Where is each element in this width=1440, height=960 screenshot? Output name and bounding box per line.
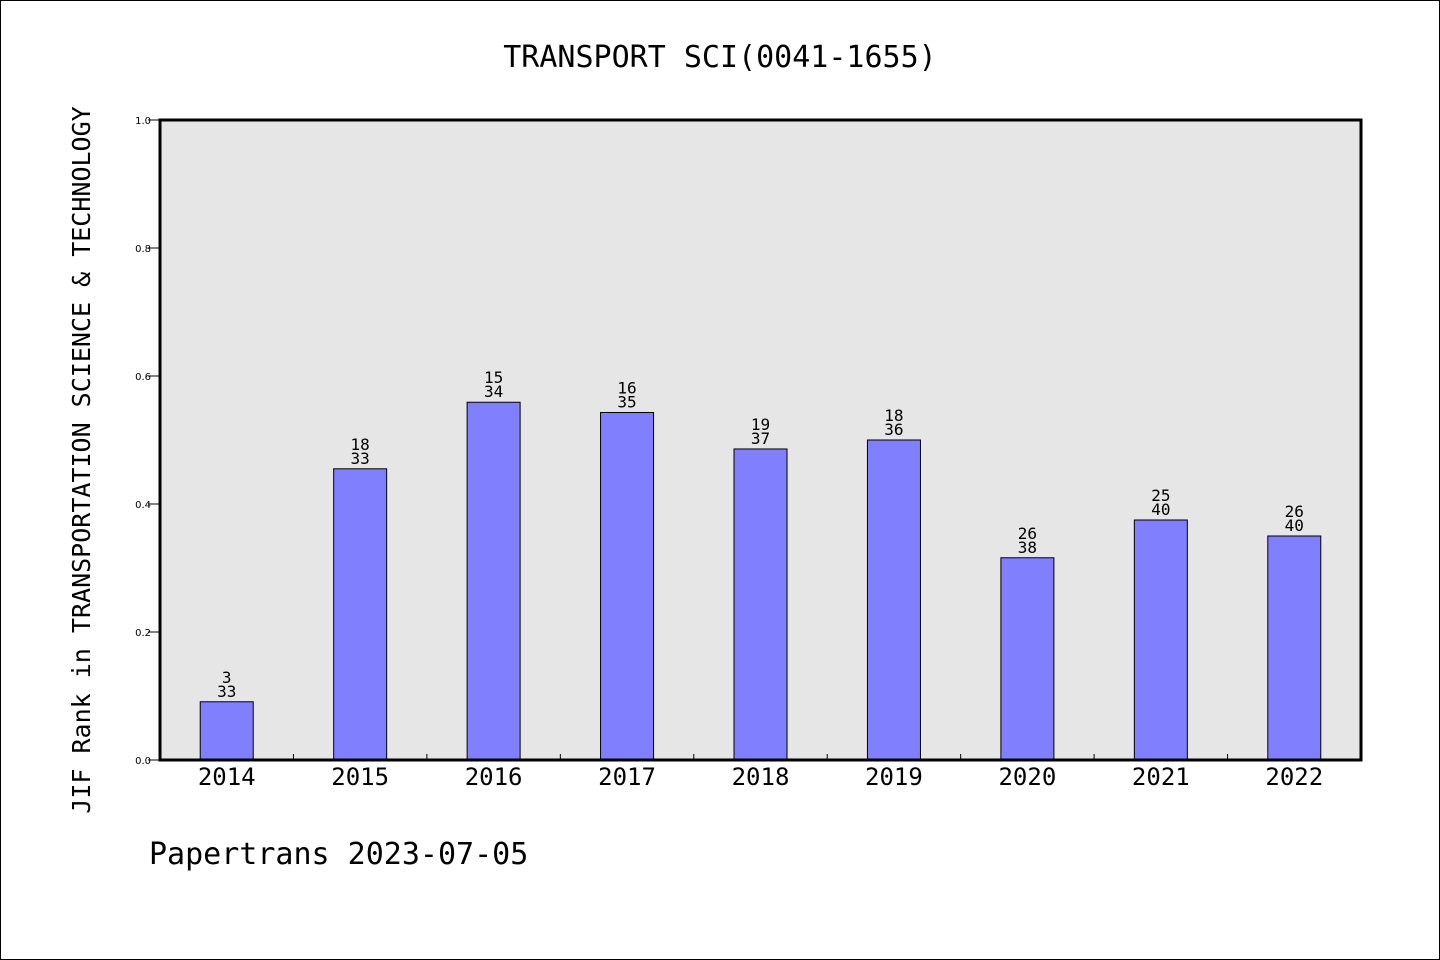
y-tick-label: 0.0 xyxy=(135,756,151,767)
x-tick-label: 2021 xyxy=(1132,763,1190,791)
bar-total-label: 34 xyxy=(484,382,503,401)
x-tick-label: 2016 xyxy=(465,763,523,791)
bar-rank-label: 16 xyxy=(617,378,636,397)
bar xyxy=(866,439,921,761)
bar-rank-label: 15 xyxy=(484,368,503,387)
bar-total-label: 37 xyxy=(751,429,770,448)
bar xyxy=(333,468,388,761)
footer-credit: Papertrans 2023-07-05 xyxy=(149,837,528,872)
bar-rank-label: 26 xyxy=(1018,524,1037,543)
x-tick-label: 2020 xyxy=(998,763,1056,791)
y-tick-label: 0.4 xyxy=(135,500,151,511)
bar-total-label: 40 xyxy=(1151,500,1170,519)
bar xyxy=(600,411,655,761)
bar-total-label: 33 xyxy=(351,449,370,468)
x-tick-label: 2015 xyxy=(331,763,389,791)
plot-border xyxy=(158,118,1363,762)
x-tick-label: 2017 xyxy=(598,763,656,791)
y-tick-label: 0.2 xyxy=(135,628,151,639)
x-axis-ticks: 2014 2015 2016 2017 2018 2019 2020 2021 2022 xyxy=(198,754,1323,791)
x-tick-label: 2022 xyxy=(1265,763,1323,791)
bar xyxy=(199,701,254,761)
y-tick-label: 1.0 xyxy=(135,116,151,127)
y-axis-ticks: 0.0 0.2 0.4 0.6 0.8 1.0 xyxy=(135,116,160,767)
y-tick-label: 0.6 xyxy=(135,372,151,383)
bar-rank-label: 25 xyxy=(1151,486,1170,505)
bar-total-label: 35 xyxy=(617,392,636,411)
chart-title: TRANSPORT SCI(0041-1655) xyxy=(503,40,936,75)
bar xyxy=(1133,519,1188,761)
bar-rank-label: 18 xyxy=(884,406,903,425)
x-tick-label: 2014 xyxy=(198,763,256,791)
y-tick-label: 0.8 xyxy=(135,244,151,255)
bar-rank-label: 3 xyxy=(222,668,232,687)
bars xyxy=(199,401,1322,761)
bar-total-label: 38 xyxy=(1018,538,1037,557)
bar-rank-label: 19 xyxy=(751,415,770,434)
bar-rank-label: 18 xyxy=(351,435,370,454)
bar-total-label: 33 xyxy=(217,682,236,701)
bar-total-label: 40 xyxy=(1285,516,1304,535)
x-tick-label: 2019 xyxy=(865,763,923,791)
bar xyxy=(466,401,521,761)
bar xyxy=(733,448,788,761)
y-axis-label: JIF Rank in TRANSPORTATION SCIENCE & TEC… xyxy=(67,106,96,813)
bar xyxy=(1000,557,1055,761)
bar-rank-label: 26 xyxy=(1285,502,1304,521)
bar-total-label: 36 xyxy=(884,420,903,439)
x-tick-label: 2018 xyxy=(732,763,790,791)
bar xyxy=(1267,535,1322,761)
